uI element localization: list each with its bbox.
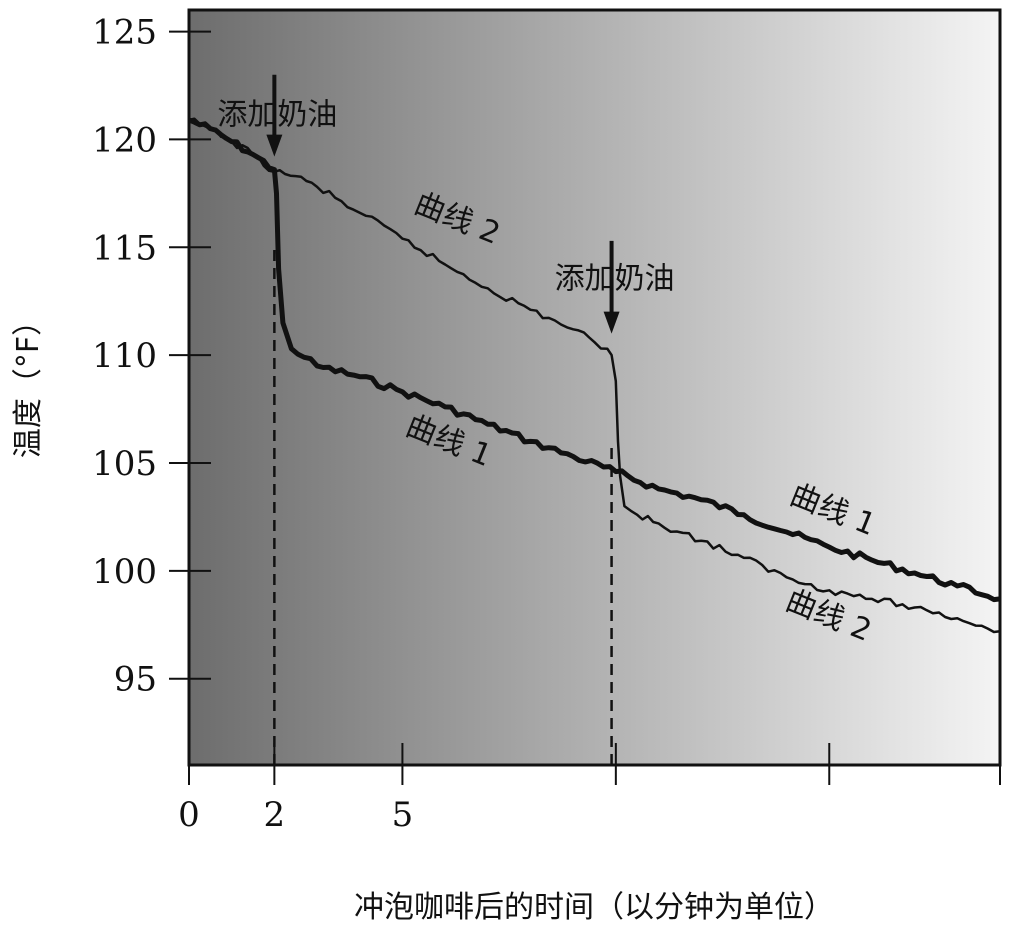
x-tick-label: 0	[178, 795, 200, 835]
annotation-arrow-head	[266, 134, 283, 157]
x-tick-label: 2	[264, 795, 286, 835]
y-tick-label: 95	[114, 660, 157, 700]
annotation-arrow-head	[603, 311, 620, 334]
series-line-2	[188, 117, 1001, 634]
y-axis: 95 100 105 110 115 120 125	[92, 13, 211, 700]
y-tick-label: 120	[92, 120, 157, 160]
x-axis-title: 冲泡咖啡后的时间（以分钟为单位）	[354, 890, 834, 925]
y-tick-label: 105	[92, 444, 157, 484]
annotation-label: 添加奶油	[555, 261, 675, 296]
y-tick-label: 110	[92, 336, 157, 376]
annotation-label: 添加奶油	[217, 97, 337, 132]
x-tick-label: 5	[392, 795, 414, 835]
plot-area	[189, 10, 1000, 765]
y-tick-label: 125	[92, 13, 157, 53]
reference-lines	[273, 247, 613, 765]
plot-frame	[187, 8, 1002, 767]
y-axis-title: 温度（°F）	[11, 306, 46, 458]
y-tick-label: 100	[92, 552, 157, 592]
series-line-1	[188, 117, 1001, 603]
y-tick-label: 115	[92, 228, 157, 268]
x-axis: 0 2 5	[178, 743, 1001, 835]
data-series	[188, 117, 1001, 634]
